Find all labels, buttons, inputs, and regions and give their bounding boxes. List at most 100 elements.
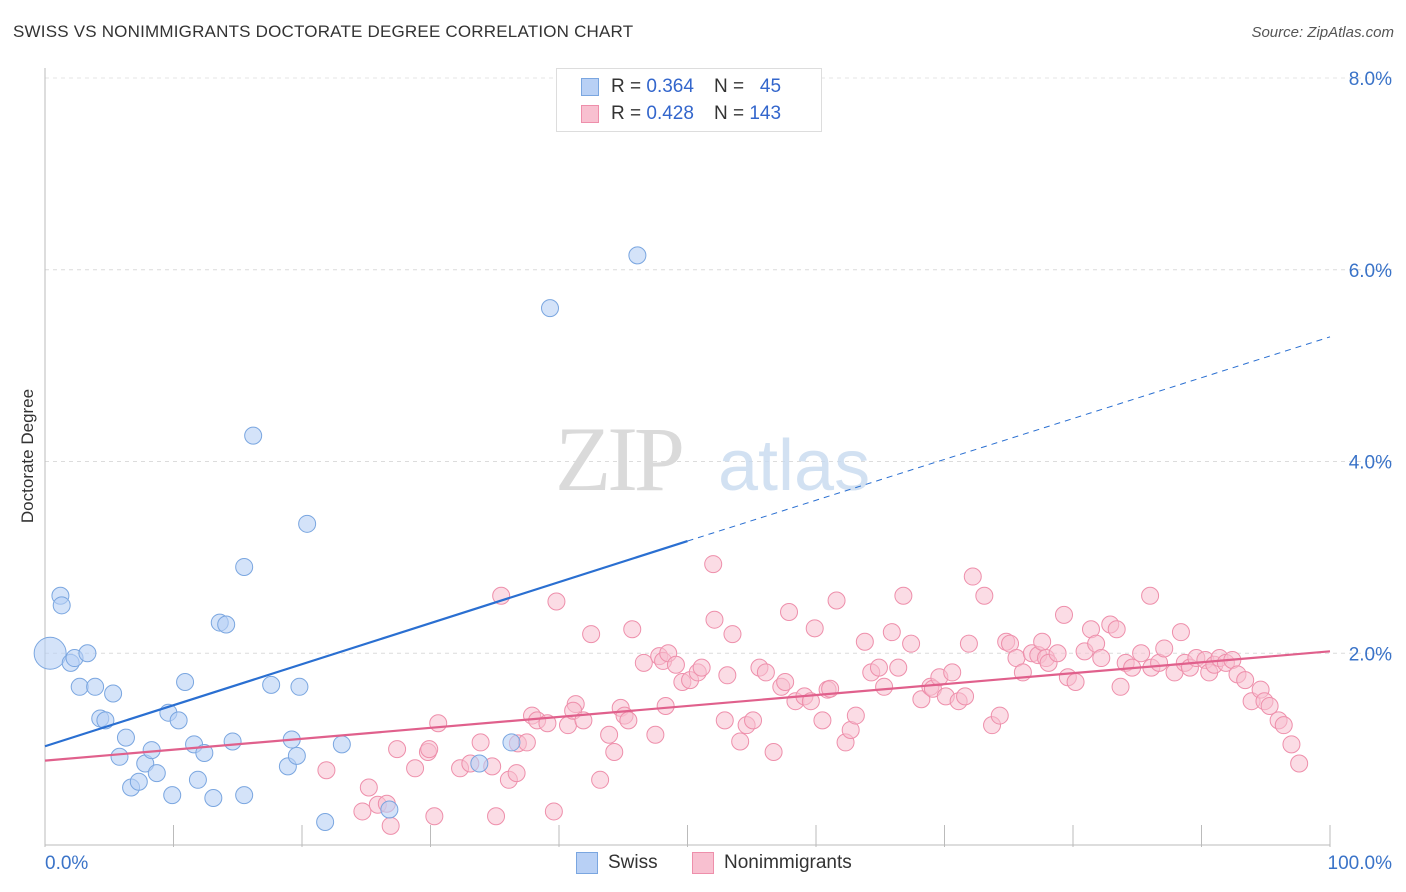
swiss-r-label: R = xyxy=(611,76,642,97)
nonimmigrants-point xyxy=(1111,677,1130,696)
swiss-point xyxy=(541,299,560,318)
y-tick-label: 6.0% xyxy=(1349,261,1392,282)
nonimmigrants-point xyxy=(1141,586,1160,605)
legend-row-nonimmigrants: R = 0.428 N = 143 xyxy=(581,102,781,126)
swiss-point xyxy=(52,596,71,615)
tick-labels: 2.0% 4.0% 6.0% 8.0% 0.0% 100.0% xyxy=(45,69,1392,874)
chart-title: SWISS VS NONIMMIGRANTS DOCTORATE DEGREE … xyxy=(13,22,634,41)
nonimmigrants-point xyxy=(517,733,536,752)
swiss-points xyxy=(33,246,647,831)
source-label: Source: ZipAtlas.com xyxy=(1251,24,1394,41)
nonimm-n-label: N = xyxy=(713,103,745,124)
nonimmigrants-point xyxy=(1132,644,1151,663)
nonimmigrants-point xyxy=(1092,649,1111,668)
swiss-point xyxy=(223,732,242,751)
nonimmigrants-point xyxy=(756,663,775,682)
nonimmigrants-point xyxy=(406,759,425,778)
y-tick-label: 8.0% xyxy=(1349,69,1392,90)
x-tick-label: 0.0% xyxy=(45,853,88,874)
nonimmigrants-point xyxy=(605,743,624,762)
nonimmigrants-point xyxy=(381,816,400,835)
swiss-point xyxy=(78,644,97,663)
nonimmigrants-point xyxy=(875,677,894,696)
legend-row-swiss: R = 0.364 N = 45 xyxy=(581,75,781,99)
nonimmigrants-point xyxy=(855,632,874,651)
trend-lines xyxy=(44,336,1331,762)
nonimmigrants-point xyxy=(1290,754,1309,773)
nonimmigrants-point xyxy=(959,634,978,653)
nonimmigrants-legend-label: Nonimmigrants xyxy=(724,852,852,873)
nonimmigrants-point xyxy=(1107,620,1126,639)
nonimmigrants-legend-swatch xyxy=(692,852,714,874)
swiss-legend-label: Swiss xyxy=(608,852,658,873)
nonimmigrants-point xyxy=(547,592,566,611)
nonimmigrants-point xyxy=(656,696,675,715)
nonimmigrants-point xyxy=(1260,696,1279,715)
swiss-n-label: N = xyxy=(713,76,745,97)
correlation-legend: R = 0.364 N = 45 R = 0.428 N = 143 xyxy=(556,68,822,132)
watermark-zip: ZIP xyxy=(555,408,682,510)
nonimmigrants-point xyxy=(646,725,665,744)
swiss-n-value: 45 xyxy=(759,76,782,97)
nonimmigrants-point xyxy=(600,725,619,744)
nonimmigrants-point xyxy=(507,764,526,783)
swiss-point xyxy=(217,615,236,634)
swiss-point xyxy=(163,786,182,805)
nonimmigrants-point xyxy=(1282,735,1301,754)
nonimmigrants-point xyxy=(744,711,763,730)
swiss-point xyxy=(110,747,129,766)
nonimmigrants-point xyxy=(359,778,378,797)
swiss-point xyxy=(316,812,335,831)
nonimmigrants-point xyxy=(975,586,994,605)
nonimmigrants-point xyxy=(963,567,982,586)
swiss-point xyxy=(169,711,188,730)
nonimmigrants-point xyxy=(666,655,685,674)
swiss-point xyxy=(86,677,105,696)
nonimmigrants-point xyxy=(1171,623,1190,642)
y-tick-label: 2.0% xyxy=(1349,644,1392,665)
swiss-trend-line xyxy=(44,540,688,748)
nonimmigrants-point xyxy=(882,623,901,642)
nonimmigrants-point xyxy=(1155,639,1174,658)
swiss-point xyxy=(262,675,281,694)
nonimmigrants-point xyxy=(889,658,908,677)
nonimmigrants-point xyxy=(718,666,737,685)
swiss-point xyxy=(195,743,214,762)
nonimmigrants-point xyxy=(353,802,372,821)
nonimmigrants-point xyxy=(487,807,506,826)
swiss-point xyxy=(290,677,309,696)
nonimmigrants-point xyxy=(846,706,865,725)
swiss-point xyxy=(287,746,306,765)
nonimmigrants-point xyxy=(388,740,407,759)
swiss-trend-extension xyxy=(687,336,1331,542)
nonimmigrants-point xyxy=(902,634,921,653)
nonimmigrants-point xyxy=(420,740,439,759)
nonimmigrants-point xyxy=(764,743,783,762)
swiss-point xyxy=(235,786,254,805)
swiss-point xyxy=(502,733,521,752)
nonimmigrants-point xyxy=(894,586,913,605)
legend-item-swiss: Swiss xyxy=(576,852,658,874)
nonimmigrants-point xyxy=(429,714,448,733)
swiss-point xyxy=(332,735,351,754)
nonimmigrants-point xyxy=(591,770,610,789)
nonimmigrants-point xyxy=(776,673,795,692)
swiss-point xyxy=(235,557,254,576)
swiss-point xyxy=(204,789,223,808)
nonimmigrants-point xyxy=(471,733,490,752)
nonimmigrants-point xyxy=(692,658,711,677)
nonimmigrants-point xyxy=(805,619,824,638)
swiss-swatch xyxy=(581,78,599,96)
nonimmigrants-point xyxy=(1055,605,1074,624)
nonimmigrants-point xyxy=(619,711,638,730)
nonimmigrants-point xyxy=(869,658,888,677)
swiss-legend-swatch xyxy=(576,852,598,874)
nonimmigrants-swatch xyxy=(581,105,599,123)
nonimm-r-label: R = xyxy=(611,103,642,124)
nonimmigrants-point xyxy=(731,732,750,751)
nonimmigrants-point xyxy=(723,625,742,644)
nonimmigrants-point xyxy=(990,706,1009,725)
nonimmigrants-point xyxy=(623,620,642,639)
nonimmigrants-point xyxy=(1048,644,1067,663)
